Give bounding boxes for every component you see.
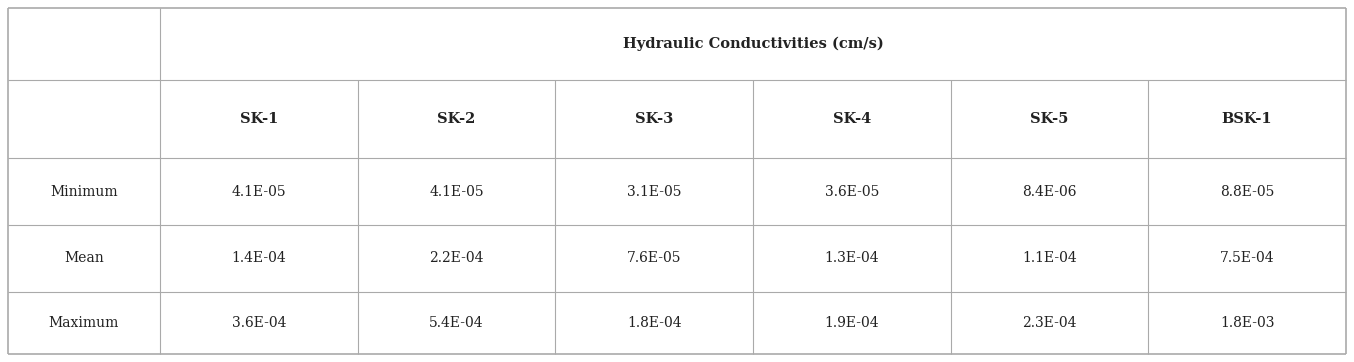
Text: 3.6E-05: 3.6E-05	[825, 185, 879, 198]
Text: 7.6E-05: 7.6E-05	[627, 252, 681, 265]
Text: 3.1E-05: 3.1E-05	[627, 185, 681, 198]
Text: BSK-1: BSK-1	[1221, 112, 1273, 126]
Text: 1.9E-04: 1.9E-04	[825, 316, 879, 330]
Text: 3.6E-04: 3.6E-04	[232, 316, 286, 330]
Text: 2.3E-04: 2.3E-04	[1022, 316, 1076, 330]
Text: 8.8E-05: 8.8E-05	[1220, 185, 1274, 198]
Text: 4.1E-05: 4.1E-05	[232, 185, 286, 198]
Text: 1.8E-03: 1.8E-03	[1220, 316, 1274, 330]
Text: 1.8E-04: 1.8E-04	[627, 316, 681, 330]
Text: Hydraulic Conductivities (cm/s): Hydraulic Conductivities (cm/s)	[623, 37, 883, 51]
Text: SK-3: SK-3	[635, 112, 673, 126]
Text: 1.4E-04: 1.4E-04	[232, 252, 286, 265]
Text: SK-2: SK-2	[437, 112, 475, 126]
Text: 2.2E-04: 2.2E-04	[429, 252, 483, 265]
Text: 1.1E-04: 1.1E-04	[1022, 252, 1076, 265]
Text: SK-1: SK-1	[240, 112, 278, 126]
Text: 5.4E-04: 5.4E-04	[429, 316, 483, 330]
Text: Mean: Mean	[64, 252, 104, 265]
Text: Maximum: Maximum	[49, 316, 119, 330]
Text: SK-5: SK-5	[1030, 112, 1068, 126]
Text: 7.5E-04: 7.5E-04	[1220, 252, 1274, 265]
Text: 4.1E-05: 4.1E-05	[429, 185, 483, 198]
Text: Minimum: Minimum	[50, 185, 118, 198]
Text: 8.4E-06: 8.4E-06	[1022, 185, 1076, 198]
Text: 1.3E-04: 1.3E-04	[825, 252, 879, 265]
Text: SK-4: SK-4	[833, 112, 871, 126]
